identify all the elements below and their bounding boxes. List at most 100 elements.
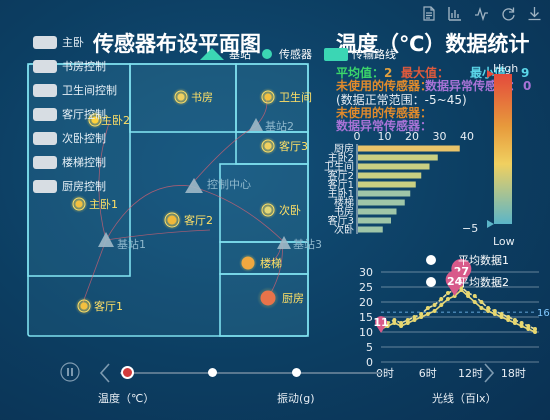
timeline-track[interactable] (120, 372, 382, 374)
data-point[interactable] (472, 294, 477, 298)
data-point[interactable] (452, 294, 457, 298)
checkbox[interactable] (33, 59, 57, 73)
handle-icon[interactable] (487, 220, 494, 228)
checkbox[interactable] (33, 107, 57, 121)
bar[interactable] (358, 181, 416, 188)
data-point[interactable] (405, 321, 410, 325)
data-point[interactable] (512, 321, 517, 325)
data-point[interactable] (472, 300, 477, 304)
hub-icon[interactable] (185, 178, 203, 193)
bar[interactable] (358, 145, 460, 152)
data-point[interactable] (419, 315, 424, 319)
data-point[interactable] (432, 303, 437, 307)
line-legend-item[interactable]: 平均数据1 (426, 253, 509, 267)
sensor-dot[interactable] (75, 297, 93, 315)
hub-icon[interactable] (277, 236, 291, 249)
room-menu-item[interactable]: 次卧控制 (33, 130, 106, 146)
data-point[interactable] (479, 306, 484, 310)
download-icon[interactable] (527, 6, 542, 21)
sensor-dot[interactable] (162, 210, 182, 230)
checkbox[interactable] (33, 179, 57, 193)
timeline-dot[interactable] (208, 368, 217, 377)
timeline-current-dot[interactable] (121, 366, 134, 379)
prev-icon[interactable] (98, 362, 112, 384)
room-menu-item[interactable]: 楼梯控制 (33, 154, 106, 170)
data-point[interactable] (432, 309, 437, 313)
data-point[interactable] (412, 318, 417, 322)
data-point[interactable] (459, 288, 464, 292)
data-point[interactable] (419, 312, 424, 316)
data-point[interactable] (492, 312, 497, 316)
data-point[interactable] (492, 309, 497, 313)
handle-icon[interactable] (487, 70, 494, 78)
checkbox[interactable] (33, 131, 57, 145)
data-point[interactable] (533, 330, 537, 334)
data-point[interactable] (512, 318, 517, 322)
bar-chart-icon[interactable] (447, 6, 462, 21)
data-point[interactable] (466, 291, 471, 295)
checkbox[interactable] (33, 83, 57, 97)
line-legend-item[interactable]: 平均数据2 (426, 275, 509, 289)
room-menu-item[interactable]: 主卧 (33, 34, 84, 50)
data-point[interactable] (466, 294, 471, 298)
bar[interactable] (358, 163, 430, 170)
data-point[interactable] (479, 300, 484, 304)
data-point[interactable] (533, 327, 537, 331)
data-point[interactable] (519, 321, 524, 325)
bar[interactable] (358, 217, 391, 224)
data-point[interactable] (425, 306, 430, 310)
hub-icon[interactable] (249, 118, 263, 131)
data-view-icon[interactable] (421, 6, 436, 21)
bar[interactable] (358, 190, 411, 197)
data-point[interactable] (519, 324, 524, 328)
refresh-icon[interactable] (501, 6, 516, 21)
data-point[interactable] (405, 318, 410, 322)
room-menu-item[interactable]: 厨房控制 (33, 178, 106, 194)
checkbox[interactable] (33, 35, 57, 49)
data-point[interactable] (439, 303, 444, 307)
sensor-dot[interactable] (172, 88, 190, 106)
bar[interactable] (358, 172, 422, 179)
bar[interactable] (358, 226, 383, 233)
sensor-dot[interactable] (239, 254, 257, 272)
sensor-dot[interactable] (86, 111, 104, 129)
data-point[interactable] (392, 321, 397, 325)
legend-item-base[interactable]: 基站 (198, 46, 251, 62)
next-icon[interactable] (482, 362, 496, 384)
data-point[interactable] (499, 312, 504, 316)
series-line[interactable] (380, 288, 536, 333)
room-menu-item[interactable]: 客厅控制 (33, 106, 106, 122)
bar[interactable] (358, 208, 397, 215)
bar[interactable] (358, 154, 438, 161)
legend-item-route[interactable]: 传输路线 (324, 46, 396, 62)
data-point[interactable] (425, 312, 430, 316)
data-point[interactable] (486, 309, 491, 313)
sensor-dot[interactable] (259, 201, 277, 219)
bar[interactable] (358, 199, 405, 206)
max-marker[interactable]: 24 (445, 270, 464, 296)
sensor-dot[interactable] (259, 88, 277, 106)
min-marker[interactable]: 11 (373, 316, 389, 333)
sensor-dot[interactable] (259, 137, 277, 155)
data-point[interactable] (392, 318, 397, 322)
timeline-dot[interactable] (292, 368, 301, 377)
data-point[interactable] (445, 291, 450, 295)
data-point[interactable] (506, 318, 511, 322)
data-point[interactable] (439, 297, 444, 301)
line-chart-icon[interactable] (474, 6, 489, 21)
data-point[interactable] (445, 297, 450, 301)
data-point[interactable] (526, 327, 531, 331)
data-point[interactable] (385, 324, 390, 328)
legend-item-sensor[interactable]: 传感器 (261, 46, 312, 62)
room-menu-item[interactable]: 卫生间控制 (33, 82, 117, 98)
data-point[interactable] (399, 321, 404, 325)
sensor-dot[interactable] (70, 195, 88, 213)
sensor-dot[interactable] (257, 287, 279, 309)
room-menu-item[interactable]: 书房控制 (33, 58, 106, 74)
data-point[interactable] (499, 315, 504, 319)
data-point[interactable] (399, 324, 404, 328)
data-point[interactable] (506, 315, 511, 319)
data-point[interactable] (526, 324, 531, 328)
data-point[interactable] (486, 306, 491, 310)
hub-icon[interactable] (98, 232, 114, 247)
